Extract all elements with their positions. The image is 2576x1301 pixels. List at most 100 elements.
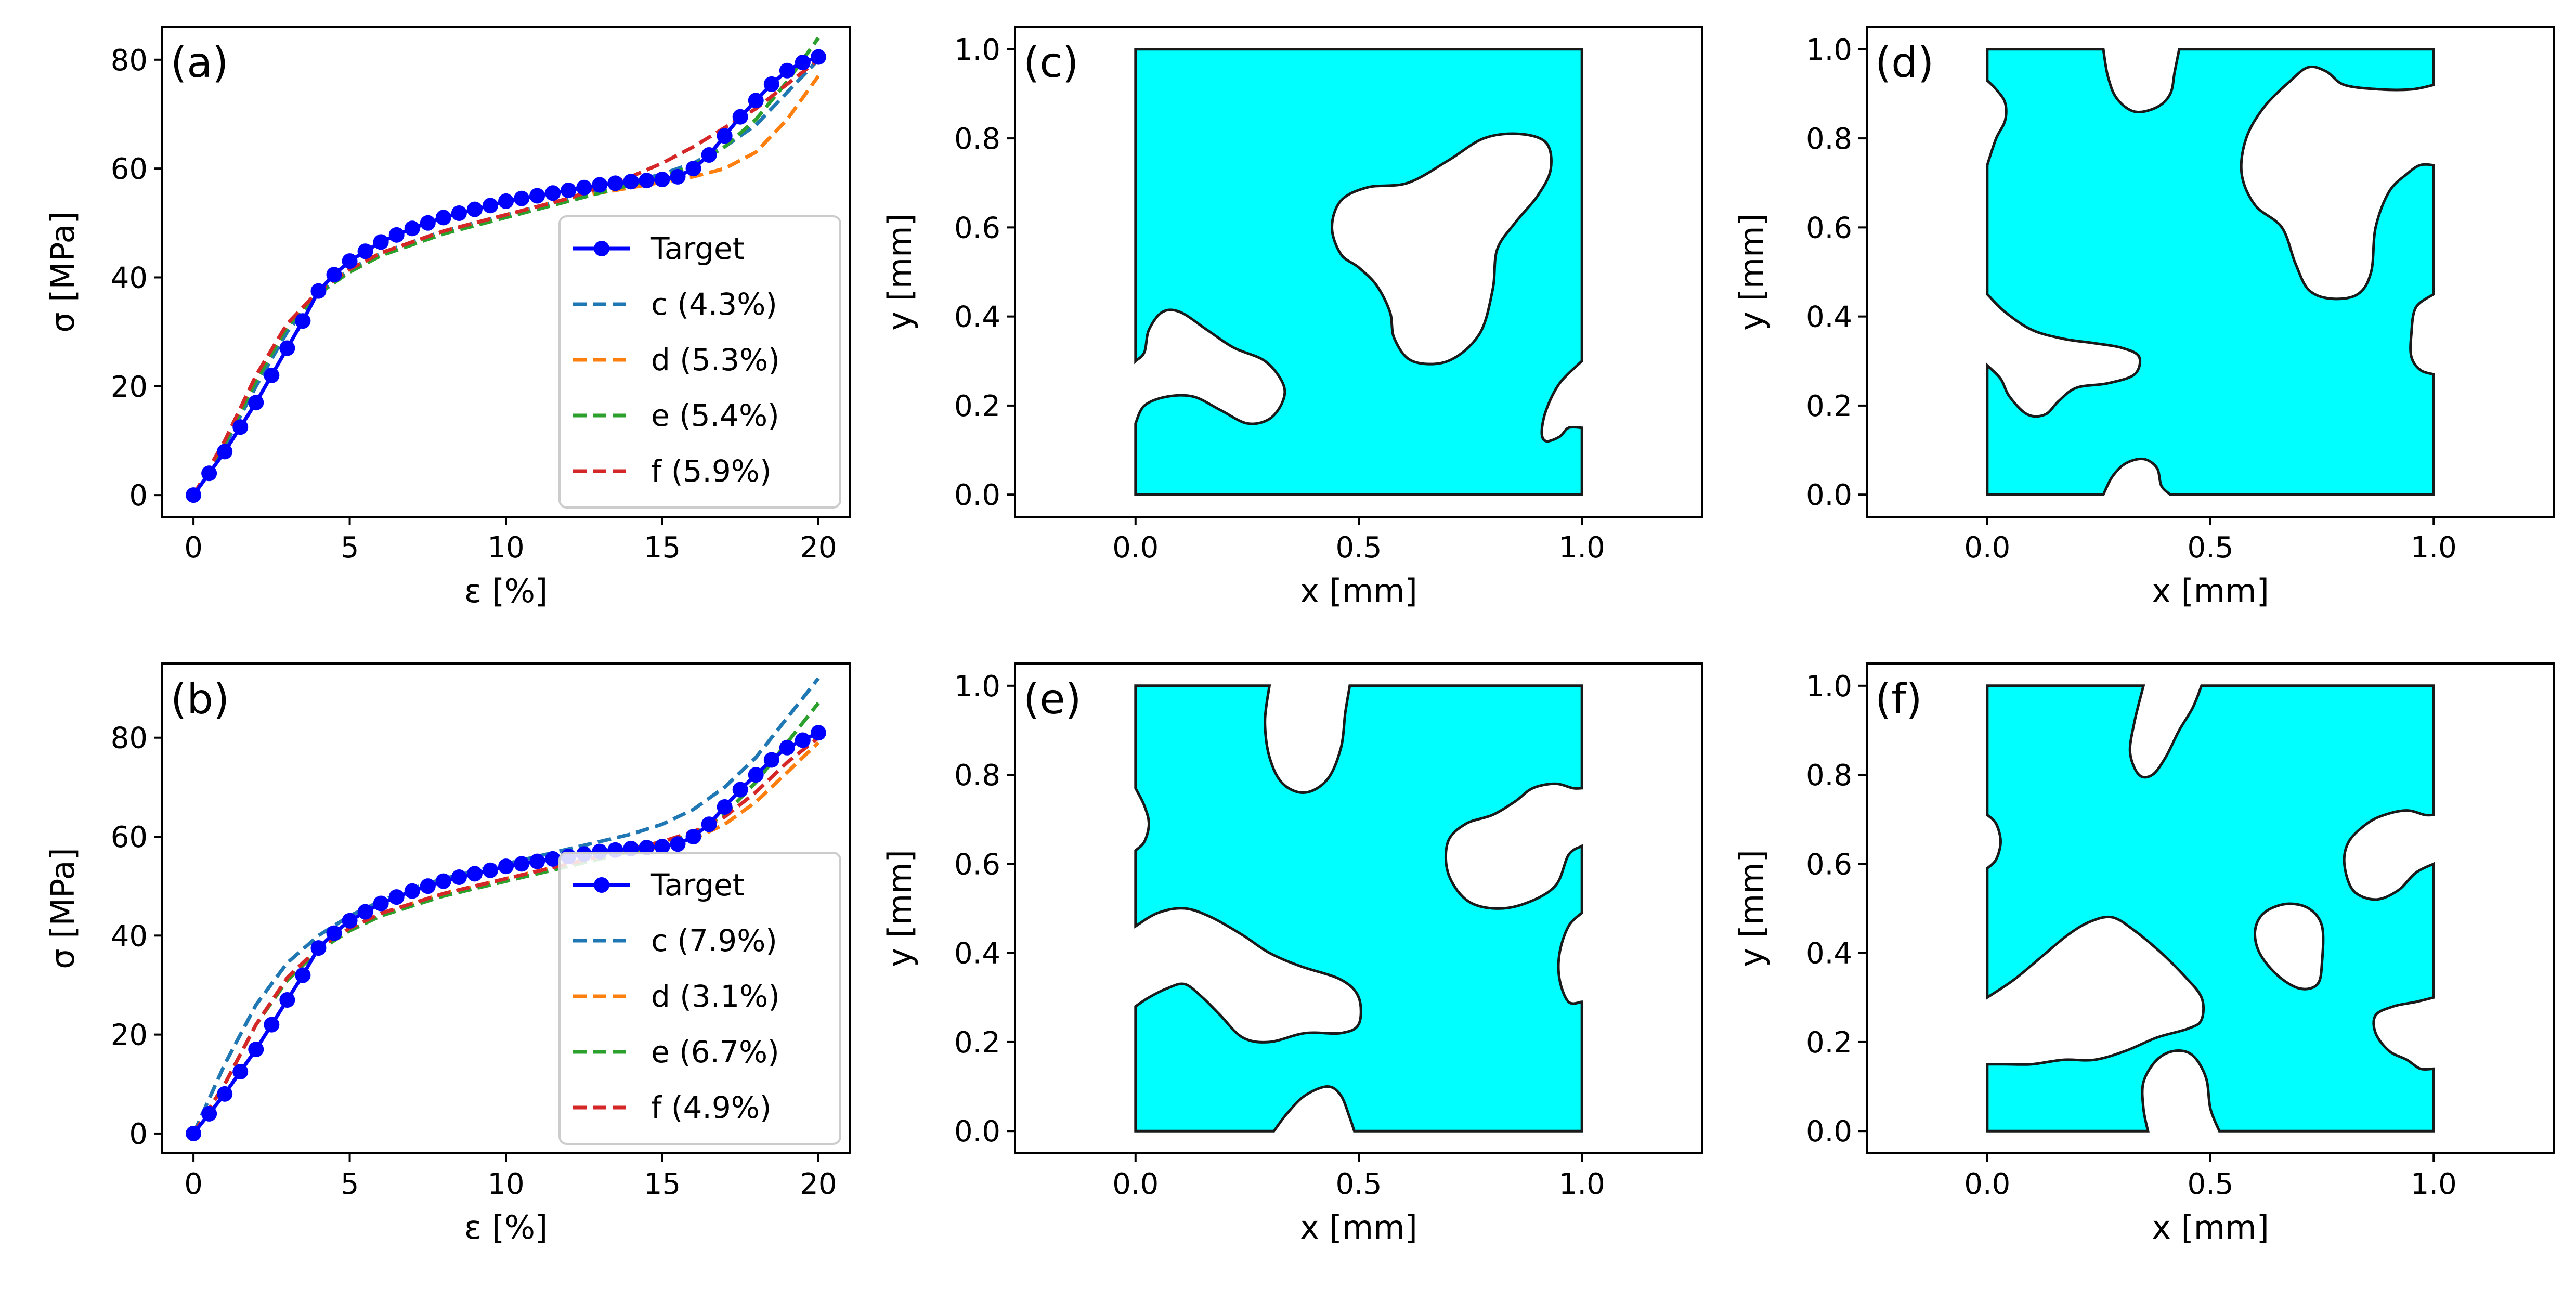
void-hole — [1330, 132, 1553, 366]
y-tick-label: 0.0 — [1806, 1115, 1852, 1149]
x-axis-label: x [mm] — [2152, 572, 2269, 610]
target-point — [779, 739, 795, 756]
target-point — [482, 862, 498, 878]
void-hole — [2253, 902, 2325, 991]
x-tick-label: 10 — [487, 531, 524, 565]
target-point — [420, 215, 436, 231]
y-tick-label: 1.0 — [1806, 33, 1852, 67]
target-point — [732, 109, 748, 125]
panel-d-structure-plot: 0.0 0.5 1.0 0.0 0.2 0.4 0.6 0.8 1.0 x [mm] y [mm] (… — [1733, 26, 2555, 610]
panel-label: (c) — [1023, 38, 1078, 87]
panel-label: (d) — [1875, 38, 1934, 87]
panel-label: (f) — [1875, 675, 1922, 723]
panel-c-structure-plot: 0.0 0.5 1.0 0.0 0.2 0.4 0.6 0.8 1.0 x [mm] y [mm] (… — [881, 26, 1703, 610]
y-tick-label: 1.0 — [954, 670, 1000, 704]
panel-f-structure-plot: 0.0 0.5 1.0 0.0 0.2 0.4 0.6 0.8 1.0 x [mm] y [mm] (… — [1733, 662, 2555, 1246]
target-point — [310, 940, 327, 956]
legend-entry: d (5.3%) — [651, 342, 780, 378]
y-tick-label: 0 — [129, 479, 148, 513]
target-point — [685, 829, 701, 845]
axes-frame — [161, 26, 851, 518]
target-point — [639, 839, 655, 855]
y-tick-label: 0.6 — [954, 848, 1000, 881]
legend-marker — [594, 241, 609, 256]
target-point — [545, 185, 561, 201]
y-tick-label: 80 — [111, 44, 148, 77]
target-point — [451, 869, 467, 886]
target-point — [295, 313, 311, 329]
legend-entry: c (4.3%) — [651, 287, 777, 322]
target-point — [529, 853, 545, 869]
target-point — [451, 205, 467, 221]
target-point — [357, 243, 373, 259]
target-point — [717, 128, 733, 144]
y-axis-label: y [mm] — [881, 850, 919, 967]
y-tick-label: 60 — [111, 821, 148, 854]
target-point — [466, 866, 483, 882]
target-point — [404, 883, 420, 899]
x-tick-label: 20 — [800, 1167, 837, 1201]
legend-entry: Target — [650, 231, 744, 266]
target-point — [670, 836, 686, 852]
y-tick-label: 0.0 — [954, 1115, 1000, 1149]
y-axis-label: y [mm] — [1733, 213, 1771, 331]
target-point — [482, 198, 498, 214]
y-axis-label: σ [MPa] — [44, 211, 82, 332]
x-axis-label: x [mm] — [1300, 572, 1417, 610]
target-point — [498, 858, 514, 875]
y-tick-label: 0.2 — [954, 389, 1000, 423]
x-tick-label: 20 — [800, 531, 837, 565]
target-point — [748, 767, 764, 783]
target-point — [685, 161, 701, 177]
target-point — [592, 177, 608, 193]
target-point — [763, 76, 779, 92]
axes-frame — [1866, 26, 2555, 518]
target-point — [732, 782, 748, 798]
target-point — [186, 1125, 202, 1141]
legend-entry: f (5.9%) — [651, 453, 771, 489]
x-tick-label: 0.0 — [1112, 1167, 1159, 1201]
y-tick-label: 0.2 — [1806, 1026, 1852, 1060]
material-region — [1134, 48, 1583, 496]
y-axis-label: y [mm] — [881, 213, 919, 331]
legend-frame — [558, 215, 841, 509]
target-point — [810, 49, 826, 65]
x-axis-label: ε [%] — [464, 572, 548, 610]
y-tick-label: 0 — [129, 1117, 148, 1151]
target-point — [310, 283, 327, 299]
y-tick-label: 0.0 — [1806, 478, 1852, 512]
target-point — [295, 967, 311, 983]
axes-frame — [1014, 662, 1703, 1154]
y-tick-label: 0.8 — [1806, 122, 1852, 156]
panel-b-stress-strain-chart: 0 5 10 15 20 0 20 40 60 80 ε [%] σ [MPa] (b) Target c … — [44, 662, 851, 1246]
target-point — [717, 799, 733, 815]
target-point — [357, 904, 373, 920]
target-point — [435, 873, 451, 889]
target-point — [373, 234, 389, 250]
panel-a-stress-strain-chart: 0 5 10 15 20 0 20 40 60 80 ε [%] σ [MPa] (a) Target c … — [44, 26, 851, 610]
y-tick-label: 20 — [111, 1019, 148, 1052]
y-tick-label: 80 — [111, 722, 148, 756]
target-point — [779, 62, 795, 79]
y-axis-label: σ [MPa] — [44, 848, 82, 969]
y-tick-label: 0.6 — [1806, 211, 1852, 245]
target-point — [701, 147, 717, 163]
legend-entry: e (5.4%) — [651, 398, 779, 433]
y-tick-label: 0.8 — [1806, 759, 1852, 792]
panel-label: (b) — [171, 675, 229, 723]
x-tick-label: 5 — [341, 531, 359, 565]
target-point — [529, 188, 545, 204]
target-point — [201, 1105, 217, 1122]
y-tick-label: 1.0 — [954, 33, 1000, 67]
y-tick-label: 20 — [111, 370, 148, 404]
material-region — [1986, 684, 2435, 1133]
y-tick-label: 0.8 — [954, 759, 1000, 792]
target-point — [701, 816, 717, 832]
target-point — [232, 1064, 249, 1079]
y-tick-label: 40 — [111, 261, 148, 295]
legend-entry: Target — [650, 867, 744, 903]
target-point — [466, 201, 483, 217]
axes-frame — [1866, 662, 2555, 1154]
target-point — [217, 444, 233, 460]
